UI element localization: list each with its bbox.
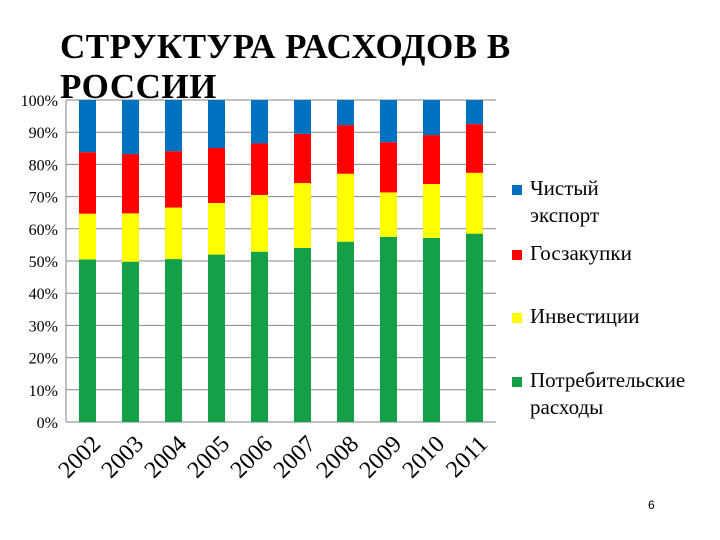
bar-segment — [380, 236, 397, 422]
legend-label: Потребительские расходы — [530, 368, 685, 419]
bar-segment — [423, 135, 440, 185]
legend-swatch — [512, 377, 522, 387]
bar-segment — [423, 237, 440, 422]
y-tick-label: 50% — [29, 254, 58, 271]
bar-segment — [294, 183, 311, 248]
bar-segment — [251, 143, 268, 195]
bar-segment — [165, 151, 182, 208]
bar-segment — [380, 142, 397, 193]
bar-segment — [208, 147, 225, 204]
x-tick-label: 2008 — [312, 431, 364, 483]
bar-segment — [466, 124, 483, 173]
x-tick-label: 2009 — [355, 431, 407, 483]
legend-swatch — [512, 313, 522, 323]
bar-segment — [122, 261, 139, 422]
bar-segment — [165, 259, 182, 422]
x-tick-label: 2007 — [269, 431, 321, 483]
y-tick-label: 70% — [29, 190, 58, 207]
bar-segment — [79, 100, 96, 153]
legend: Чистый экспорт Госзакупки Инвестиции Потреби… — [512, 176, 685, 419]
bar-segment — [165, 207, 182, 260]
bar-segment — [337, 173, 354, 242]
y-tick-label: 40% — [29, 286, 58, 303]
bar-segment — [294, 133, 311, 184]
bar-segment — [380, 100, 397, 143]
y-tick-label: 60% — [29, 222, 58, 239]
x-tick-label: 2004 — [140, 431, 192, 483]
legend-label: Госзакупки — [530, 241, 632, 265]
x-tick-label: 2002 — [54, 431, 106, 483]
bar-segment — [208, 254, 225, 422]
bar-segment — [337, 100, 354, 126]
legend-label: Инвестиции — [530, 304, 640, 328]
legend-label: Чистый экспорт — [530, 176, 599, 227]
bar-segment — [79, 213, 96, 260]
bar-segment — [423, 100, 440, 136]
bars — [79, 100, 483, 422]
bar-segment — [251, 251, 268, 422]
legend-swatch — [512, 250, 522, 260]
bar-segment — [122, 100, 139, 155]
bar-segment — [380, 192, 397, 237]
x-tick-label: 2011 — [441, 431, 493, 483]
bar-segment — [165, 100, 182, 152]
bar-segment — [208, 100, 225, 148]
bar-segment — [423, 184, 440, 238]
bar-segment — [337, 125, 354, 174]
x-tick-label: 2006 — [226, 431, 278, 483]
bar-segment — [251, 194, 268, 252]
y-tick-label: 100% — [21, 93, 58, 110]
y-tick-label: 0% — [37, 415, 58, 432]
bar-segment — [466, 172, 483, 234]
x-tick-label: 2005 — [183, 431, 235, 483]
bar-segment — [294, 247, 311, 422]
y-tick-label: 30% — [29, 318, 58, 335]
legend-swatch — [512, 185, 522, 195]
bar-segment — [337, 241, 354, 422]
slide-number: 6 — [648, 498, 655, 512]
y-tick-label: 10% — [29, 383, 58, 400]
page-title: СТРУКТУРА РАСХОДОВ В РОССИИ — [60, 27, 511, 106]
y-tick-label: 20% — [29, 351, 58, 368]
bar-segment — [79, 152, 96, 214]
x-tick-label: 2003 — [97, 431, 149, 483]
x-tick-label: 2010 — [398, 431, 450, 483]
bar-segment — [251, 100, 268, 144]
bar-segment — [294, 100, 311, 134]
bar-segment — [122, 154, 139, 214]
bar-segment — [208, 203, 225, 255]
bar-segment — [466, 100, 483, 125]
bar-segment — [79, 259, 96, 422]
bar-segment — [466, 233, 483, 422]
bar-segment — [122, 213, 139, 262]
y-tick-label: 90% — [29, 125, 58, 142]
y-tick-label: 80% — [29, 157, 58, 174]
